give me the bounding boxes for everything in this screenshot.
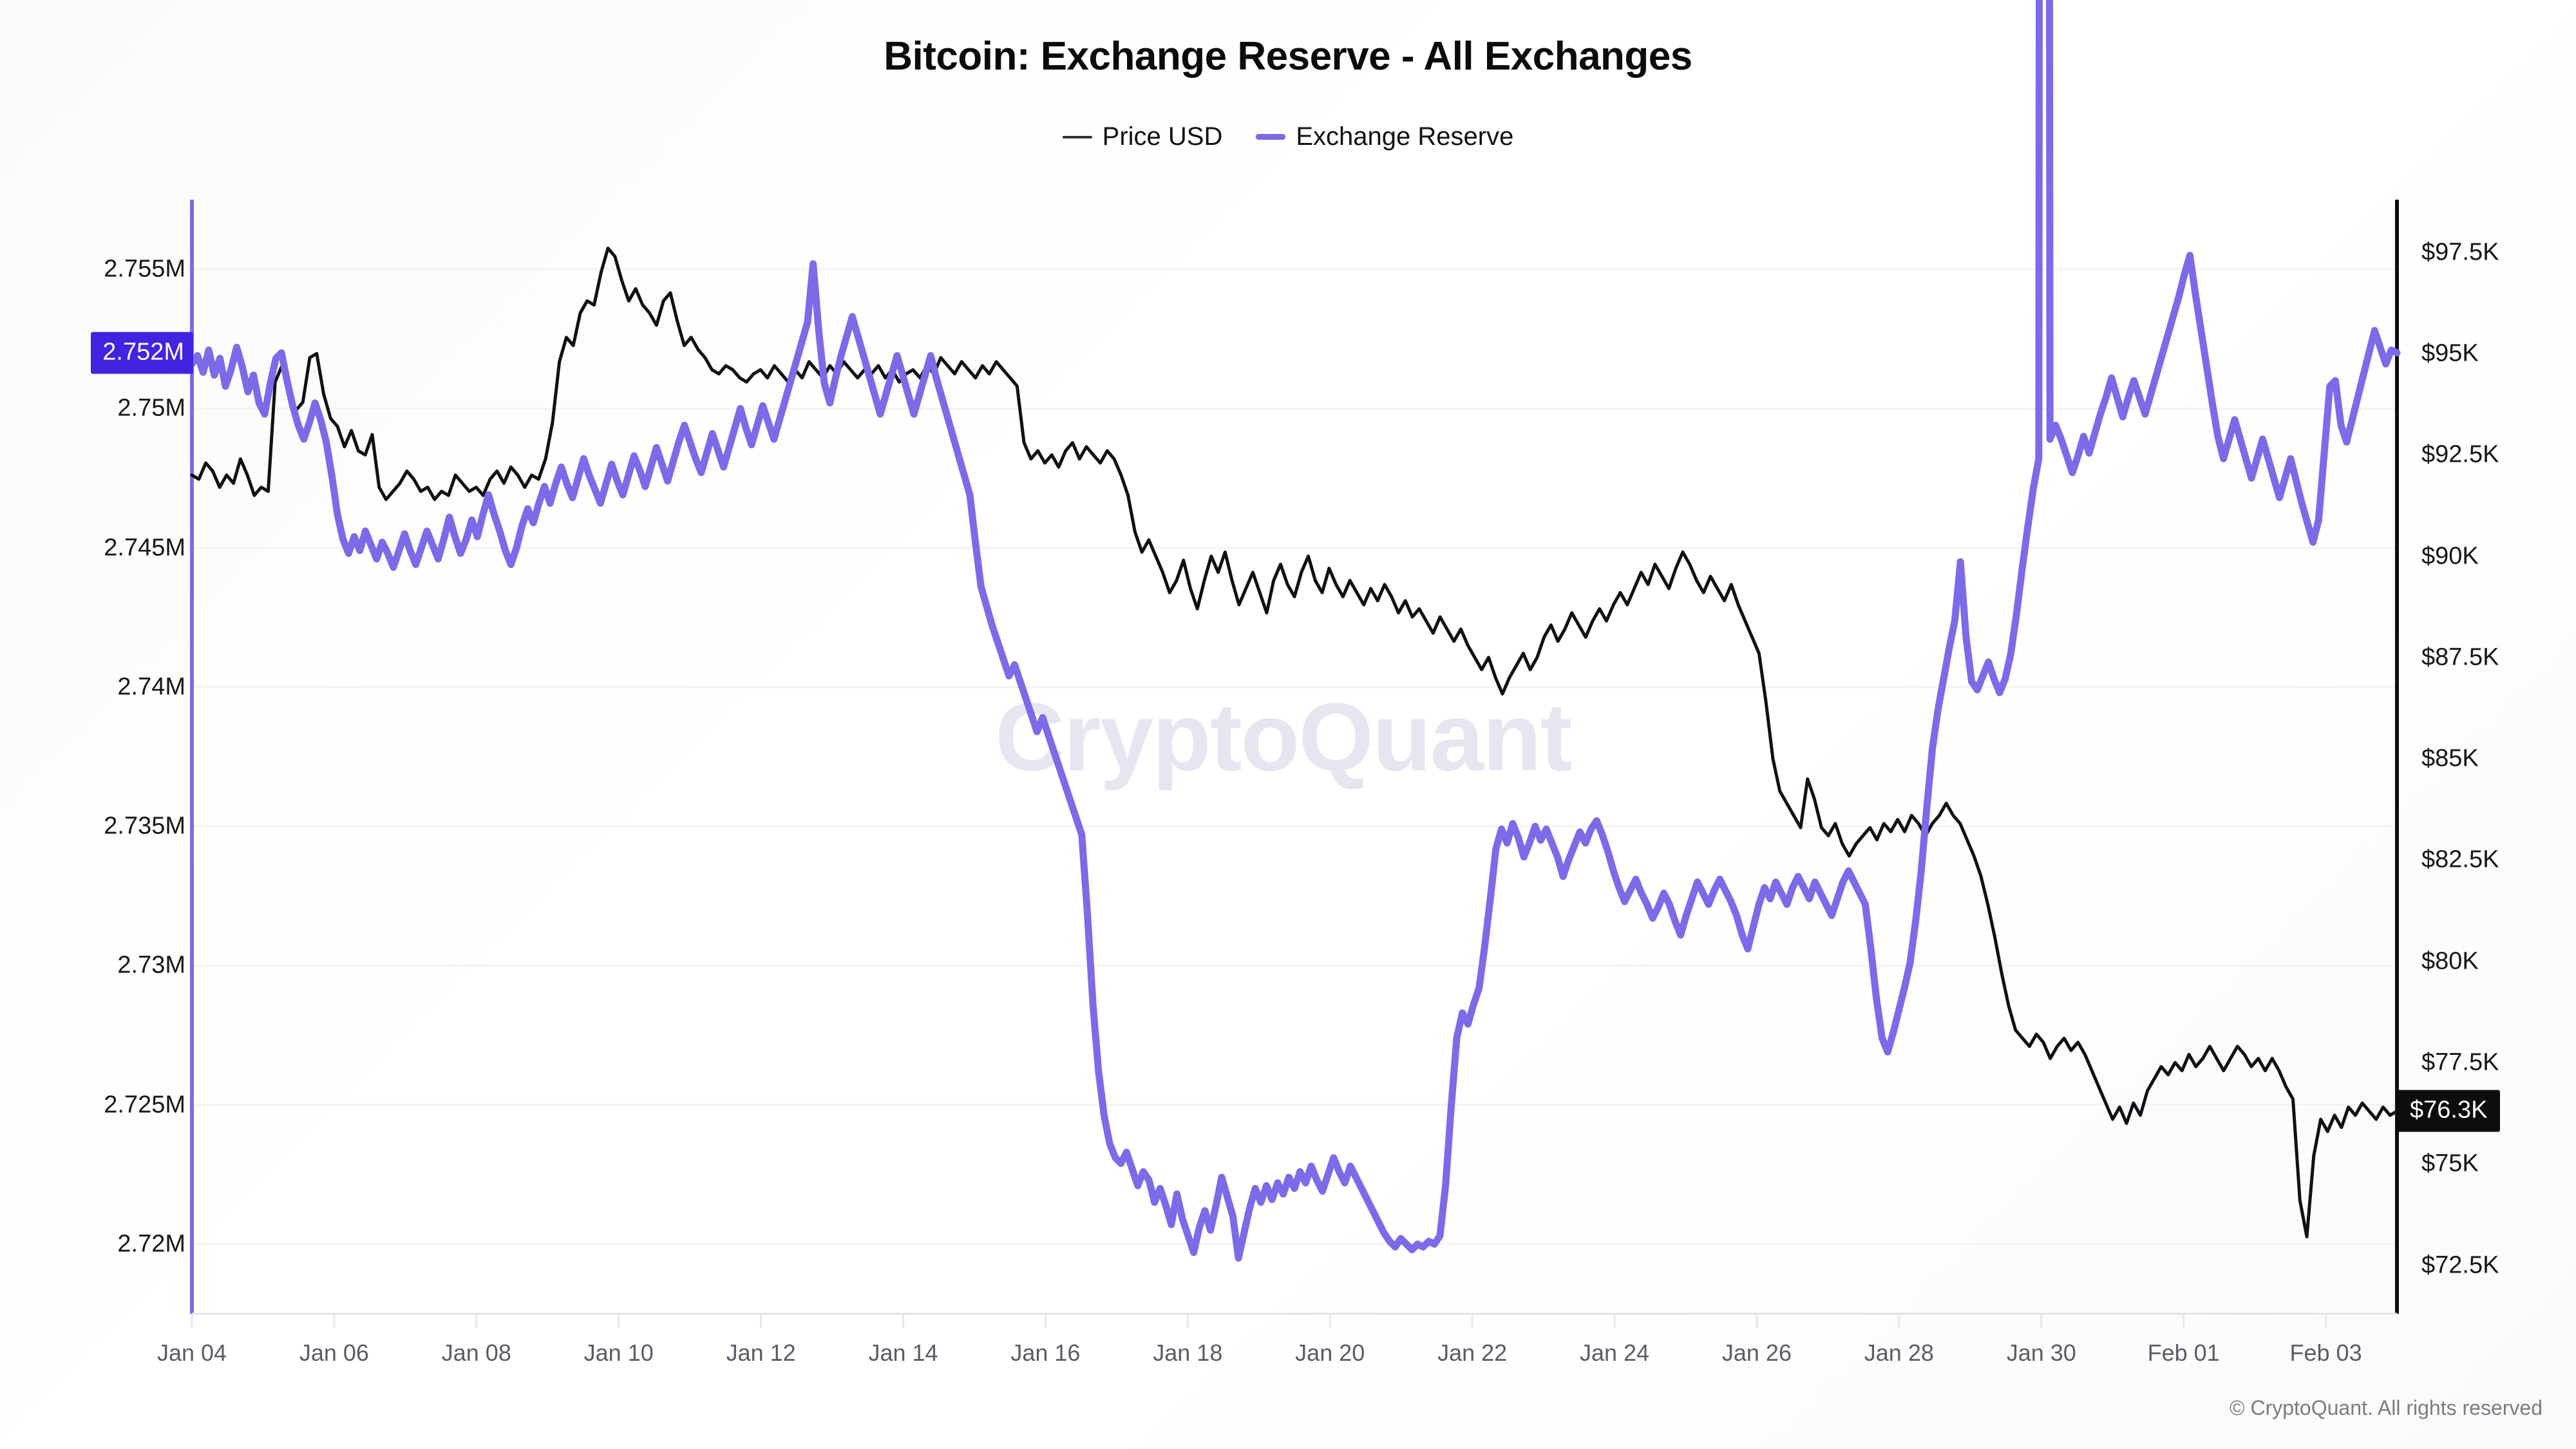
x-axis-tick: Jan 14	[868, 1340, 938, 1366]
x-axis-tick: Jan 18	[1153, 1340, 1223, 1366]
x-axis-tick: Jan 22	[1437, 1340, 1508, 1366]
y-axis-left-tick: 2.755M	[104, 255, 185, 283]
x-axis-tick: Jan 06	[299, 1340, 369, 1366]
legend-label-price: Price USD	[1102, 122, 1223, 151]
y-axis-right-tick: $87.5K	[2421, 643, 2499, 671]
chart-legend: Price USD Exchange Reserve	[0, 122, 2576, 151]
legend-label-reserve: Exchange Reserve	[1296, 122, 1514, 151]
y-axis-left-tick: 2.75M	[117, 394, 185, 422]
x-axis-tick: Jan 28	[1864, 1340, 1934, 1366]
y-axis-left-tick: 2.74M	[117, 673, 185, 701]
gridlines	[192, 268, 2397, 1245]
x-axis-tick: Jan 04	[156, 1340, 227, 1366]
x-axis-tick: Jan 12	[726, 1340, 796, 1366]
current-value-badge-left: 2.752M	[91, 332, 193, 374]
x-axis-tick: Jan 08	[441, 1340, 511, 1366]
x-axis-tick: Jan 30	[2006, 1340, 2076, 1366]
x-axis-tick: Jan 16	[1010, 1340, 1081, 1366]
x-axis-tick: Jan 24	[1579, 1340, 1650, 1366]
y-axis-right-tick: $95K	[2421, 339, 2479, 367]
y-axis-right-tick: $80K	[2421, 947, 2479, 975]
x-axis-tick: Jan 20	[1295, 1340, 1365, 1366]
copyright-credit: © CryptoQuant. All rights reserved	[2230, 1396, 2543, 1419]
legend-item-price-usd[interactable]: Price USD	[1062, 122, 1223, 151]
series-line-exchange-reserve	[188, 0, 2401, 1262]
legend-line-icon-reserve	[1256, 134, 1286, 140]
current-value-badge-right: $76.3K	[2397, 1090, 2501, 1132]
series-line-price-usd	[190, 246, 2399, 1238]
legend-item-exchange-reserve[interactable]: Exchange Reserve	[1256, 122, 1513, 151]
x-gridlines	[191, 1314, 2327, 1328]
y-axis-left-tick: 2.725M	[104, 1091, 185, 1119]
x-axis-tick: Feb 03	[2289, 1340, 2362, 1366]
y-axis-right-tick: $97.5K	[2421, 238, 2499, 266]
y-axis-left-tick: 2.72M	[117, 1230, 185, 1258]
y-axis-right-tick: $85K	[2421, 744, 2479, 772]
legend-line-icon-price	[1062, 135, 1092, 138]
page-title: Bitcoin: Exchange Reserve - All Exchange…	[884, 34, 1692, 79]
y-axis-right-tick: $90K	[2421, 542, 2479, 570]
y-axis-left-tick: 2.745M	[104, 534, 185, 562]
y-axis-left-tick: 2.73M	[117, 951, 185, 979]
x-axis-tick: Jan 10	[583, 1340, 654, 1366]
y-axis-right-tick: $72.5K	[2421, 1251, 2499, 1278]
x-axis-tick: Feb 01	[2147, 1340, 2220, 1366]
y-axis-right-tick: $75K	[2421, 1150, 2479, 1177]
x-axis-tick: Jan 26	[1721, 1340, 1792, 1366]
y-axis-right-tick: $82.5K	[2421, 846, 2499, 873]
y-axis-right-tick: $92.5K	[2421, 440, 2499, 468]
y-axis-right-tick: $77.5K	[2421, 1048, 2499, 1076]
y-axis-left-tick: 2.735M	[104, 812, 185, 840]
